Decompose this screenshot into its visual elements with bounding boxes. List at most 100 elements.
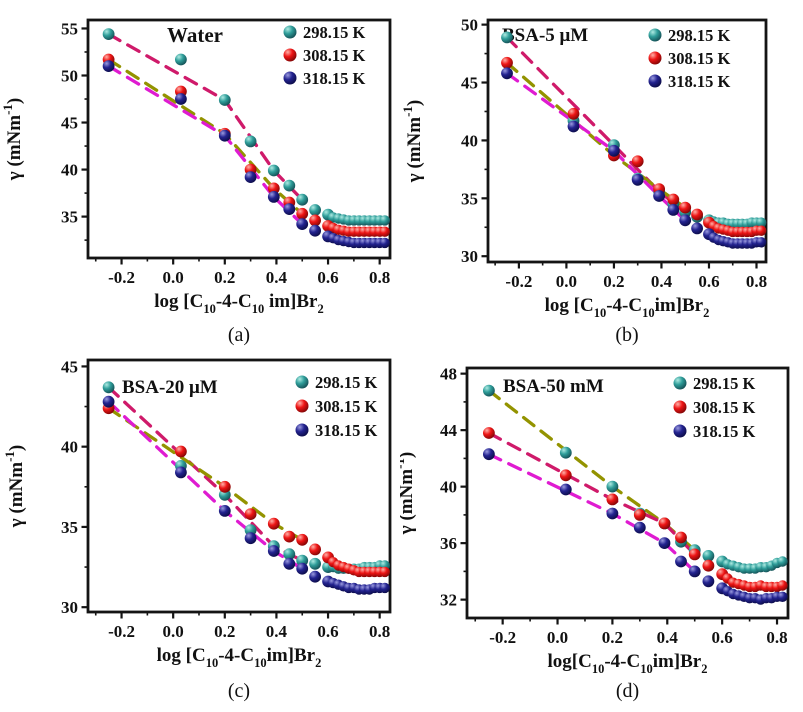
data-point	[633, 509, 646, 521]
data-point	[631, 155, 644, 168]
data-point	[702, 550, 715, 562]
data-point	[296, 533, 309, 546]
data-point	[691, 208, 703, 221]
panel-b: 30 35 40 45 50 -0.2 0.0 0.2 0.4 0.6 0.8 log [C10-4-…	[400, 0, 803, 350]
data-point	[702, 575, 715, 588]
data-point	[756, 225, 767, 236]
legend-label: 298.15 K	[303, 23, 366, 42]
series-318.15K	[483, 448, 788, 605]
y-tick-label: 45	[61, 357, 78, 376]
x-tick-label: 0.4	[266, 622, 288, 641]
x-axis-label: log[C10-4-C10im]Br2	[547, 651, 707, 676]
legend-marker-teal	[295, 375, 309, 389]
x-tick-label: 0.2	[214, 268, 235, 287]
data-point	[218, 480, 231, 493]
data-point	[606, 480, 619, 493]
data-point	[756, 237, 767, 248]
x-tick-label: 0.8	[746, 272, 767, 291]
data-point	[244, 508, 257, 520]
x-tick-label: 0.0	[547, 628, 568, 647]
axes: 30 35 40 45 -0.2 0.0 0.2 0.4 0.6 0.8	[61, 357, 392, 641]
data-point	[296, 562, 309, 575]
data-point	[559, 469, 572, 482]
data-point	[175, 445, 187, 458]
data-point	[567, 120, 580, 133]
x-tick-label: 0.2	[603, 272, 624, 291]
data-point	[608, 144, 620, 157]
data-point	[667, 204, 680, 216]
legend-marker-red	[295, 399, 309, 413]
x-tick-label: 0.0	[163, 268, 184, 287]
y-axis-label: γ (mNm-1)	[400, 452, 417, 536]
legend-marker-navy	[673, 424, 687, 438]
trend-line-308.15K	[487, 431, 697, 557]
plot-c-bsa20: 30 35 40 45 -0.2 0.0 0.2 0.4 0.6 0.8 log [C10-4-C1…	[2, 357, 392, 670]
x-tick-label: 0.4	[651, 272, 673, 291]
data-point	[702, 559, 715, 572]
legend-label: 308.15 K	[303, 46, 366, 65]
y-tick-label: 30	[461, 247, 478, 266]
legend-marker-red	[648, 51, 662, 65]
data-point	[283, 557, 296, 570]
series-308.15K	[483, 427, 788, 593]
panel-title: BSA-50 mM	[503, 376, 604, 397]
data-point	[244, 171, 257, 184]
legend-marker-navy	[295, 423, 309, 437]
panel-title: BSA-20 μM	[122, 377, 218, 398]
legend-label: 308.15 K	[315, 397, 378, 416]
data-point	[218, 94, 231, 106]
data-point	[218, 129, 231, 142]
data-point	[102, 381, 115, 394]
legend-marker-navy	[648, 74, 662, 88]
caption-a: (a)	[227, 324, 251, 346]
series-308.15K	[102, 402, 390, 578]
data-point	[777, 580, 788, 591]
data-point	[102, 28, 115, 40]
caption-c: (c)	[227, 680, 251, 702]
data-point	[244, 532, 257, 545]
data-point	[483, 427, 495, 439]
x-tick-label: 0.6	[712, 628, 733, 647]
data-point	[309, 214, 321, 227]
legend-marker-teal	[648, 28, 662, 42]
panel-title: Water	[167, 23, 223, 47]
y-tick-label: 50	[61, 67, 78, 86]
data-point	[658, 517, 671, 530]
x-tick-label: 0.4	[266, 268, 288, 287]
data-point	[379, 566, 390, 578]
x-axis-label: log [C10-4-C10im]Br2	[545, 295, 710, 320]
plot-d-bsa50: 32 36 40 44 48 -0.2 0.0 0.2 0.4 0.6 0.8 log[C10-4-C…	[400, 365, 790, 676]
x-tick-label: 0.2	[214, 622, 235, 641]
legend: 298.15 K 308.15 K 318.15 K	[673, 374, 756, 441]
plot-b-bsa5: 30 35 40 45 50 -0.2 0.0 0.2 0.4 0.6 0.8 log [C10-4-…	[400, 16, 768, 320]
legend-label: 318.15 K	[668, 72, 731, 91]
legend-label: 298.15 K	[315, 373, 378, 392]
data-point	[267, 191, 280, 203]
trend-line-318.15K	[106, 400, 304, 571]
data-point	[379, 582, 390, 594]
data-point	[102, 395, 115, 408]
data-point	[175, 466, 187, 479]
data-point	[296, 554, 309, 567]
x-axis-label: log [C10-4-C10im]Br2	[157, 645, 322, 670]
data-point	[483, 448, 495, 461]
legend-label: 318.15 K	[303, 69, 366, 88]
legend: 298.15 K 308.15 K 318.15 K	[295, 373, 378, 440]
y-tick-label: 40	[461, 131, 478, 150]
axes: 30 35 40 45 50 -0.2 0.0 0.2 0.4 0.6 0.8	[461, 16, 768, 291]
legend-label: 298.15 K	[668, 26, 731, 45]
data-point	[688, 548, 701, 561]
y-axis-label: γ (mNm-1)	[400, 100, 425, 184]
x-tick-label: 0.0	[163, 622, 184, 641]
x-tick-label: 0.8	[369, 622, 390, 641]
x-tick-label: 0.8	[369, 268, 390, 287]
data-point	[777, 556, 788, 567]
data-point	[631, 173, 644, 186]
legend-label: 318.15 K	[693, 422, 756, 441]
x-tick-label: -0.2	[108, 622, 135, 641]
y-tick-label: 30	[61, 598, 78, 617]
data-point	[309, 224, 321, 237]
data-point	[218, 505, 231, 517]
y-tick-label: 35	[461, 189, 478, 208]
legend: 298.15 K 308.15 K 318.15 K	[648, 26, 731, 91]
